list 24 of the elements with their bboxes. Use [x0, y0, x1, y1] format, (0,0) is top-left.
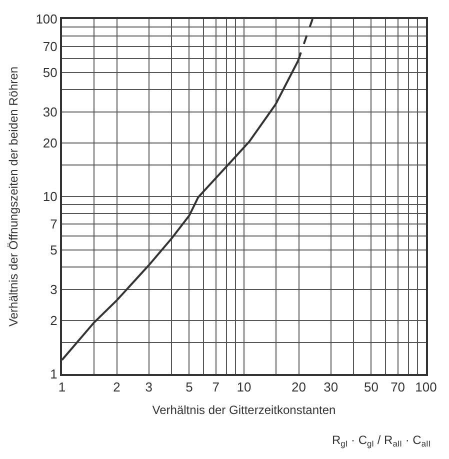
y-tick-label: 7: [50, 216, 58, 232]
x-tick-label: 5: [186, 380, 193, 395]
x-tick-label: 2: [113, 380, 120, 395]
y-tick-label: 30: [42, 104, 58, 120]
y-axis-title: Verhältnis der Öffnungszeiten der beiden Röhren: [6, 66, 20, 326]
x-tick-label: 50: [364, 380, 378, 395]
y-tick-label: 10: [42, 189, 58, 204]
x-tick-label: 3: [145, 380, 152, 395]
y-tick-label: 2: [50, 313, 58, 328]
y-tick-label: 100: [36, 12, 58, 27]
y-tick-label: 3: [50, 282, 58, 297]
x-tick-label: 10: [236, 380, 252, 395]
y-tick-label: 70: [42, 39, 58, 54]
x-tick-label: 20: [292, 380, 306, 395]
x-tick-label: 70: [390, 380, 406, 395]
x-axis-title: Verhältnis der Gitterzeitkonstanten: [152, 403, 336, 417]
y-tick-label: 5: [50, 242, 58, 258]
y-tick-label: 50: [42, 64, 58, 80]
y-tick-label: 20: [42, 136, 58, 151]
x-tick-label: 30: [324, 380, 338, 395]
x-tick-label: 100: [415, 380, 437, 395]
text: R$_{gI}$ · C$_{gI}$ / R$_{aII}$ · C$_{aII}$: [332, 433, 431, 449]
x-tick-label: 7: [212, 380, 220, 395]
y-tick-label: 1: [50, 366, 58, 382]
